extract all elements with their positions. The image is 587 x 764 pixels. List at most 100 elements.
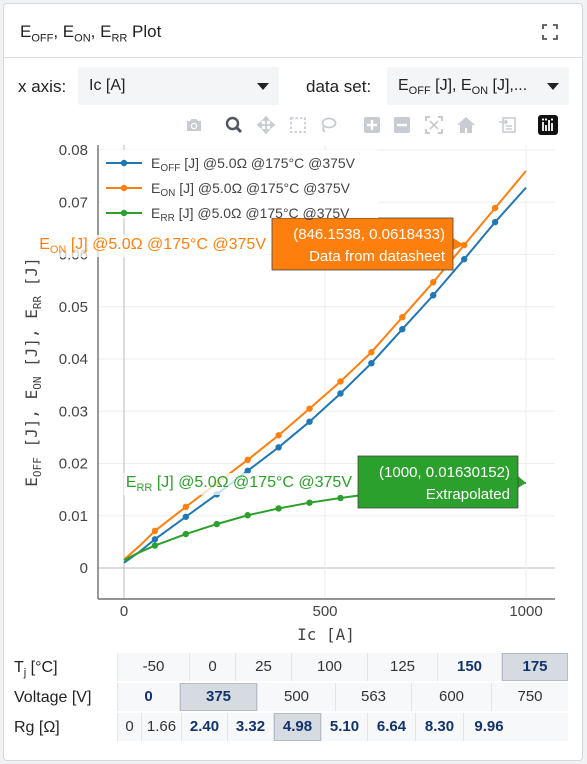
param-option[interactable]: 750 xyxy=(491,683,568,711)
data-point[interactable] xyxy=(151,536,159,543)
data-point[interactable] xyxy=(491,218,499,226)
data-point[interactable] xyxy=(430,278,437,286)
data-point[interactable] xyxy=(368,359,375,367)
param-option[interactable]: 125 xyxy=(367,653,437,681)
plot-modebar xyxy=(178,113,568,139)
x-tick-label: 1000 xyxy=(509,603,542,620)
toggle-spike-icon[interactable] xyxy=(496,113,520,137)
zoom-icon[interactable] xyxy=(222,113,246,137)
param-option[interactable]: 563 xyxy=(335,683,411,711)
data-point[interactable] xyxy=(337,378,344,385)
box-select-icon[interactable] xyxy=(286,113,310,137)
x-axis-label: Ic [A] xyxy=(297,625,355,644)
param-option[interactable]: 0 xyxy=(117,683,179,711)
data-point[interactable] xyxy=(182,530,190,538)
tooltip-label-bg xyxy=(123,473,355,495)
zoom-in-icon[interactable] xyxy=(360,113,384,137)
pan-icon[interactable] xyxy=(254,113,278,137)
param-option[interactable]: 0 xyxy=(117,713,141,741)
data-point[interactable] xyxy=(151,527,159,535)
legend-marker xyxy=(120,184,128,192)
y-tick-label: 0.07 xyxy=(59,194,88,211)
x-tick-label: 500 xyxy=(312,603,337,620)
data-point[interactable] xyxy=(306,418,313,425)
y-tick-label: 0.02 xyxy=(59,456,88,473)
xaxis-select[interactable]: Ic [A] xyxy=(78,67,279,105)
camera-icon[interactable] xyxy=(182,113,206,137)
legend-background xyxy=(102,150,378,218)
y-tick-label: 0.08 xyxy=(59,142,88,159)
dataset-label: data set: xyxy=(306,77,372,96)
y-tick-label: 0 xyxy=(80,560,88,577)
legend-item[interactable]: EOFF [J] @5.0Ω @175°C @375V xyxy=(106,155,356,174)
data-point[interactable] xyxy=(306,499,313,506)
param-option[interactable]: 500 xyxy=(257,683,335,711)
tooltip-note: Extrapolated xyxy=(426,486,510,503)
tooltip-pointer xyxy=(453,238,465,250)
legend-item[interactable]: ERR [J] @5.0Ω @175°C @375V xyxy=(106,205,350,224)
param-option[interactable]: 6.64 xyxy=(367,713,415,741)
data-point[interactable] xyxy=(244,512,251,519)
xaxis-label: x axis: xyxy=(18,77,67,96)
data-point[interactable] xyxy=(460,241,468,249)
tooltip-box xyxy=(271,217,454,271)
data-point[interactable] xyxy=(337,494,344,502)
chevron-down-icon xyxy=(547,83,559,90)
autoscale-icon[interactable] xyxy=(422,113,446,137)
dataset-select-value: EOFF [J], EON [J],... xyxy=(398,77,528,98)
hover-tooltip: (1000, 0.01630152) Extrapolated ERR [J] @5… xyxy=(123,455,526,509)
panel-title: EOFF, EON, ERR Plot xyxy=(20,22,162,45)
legend-item[interactable]: EON [J] @5.0Ω @175°C @375V xyxy=(106,180,351,199)
zoom-out-icon[interactable] xyxy=(390,113,414,137)
data-point[interactable] xyxy=(151,542,159,549)
data-point[interactable] xyxy=(182,503,190,511)
data-point[interactable] xyxy=(399,314,406,321)
data-point[interactable] xyxy=(244,456,251,464)
data-point[interactable] xyxy=(368,349,375,356)
data-point[interactable] xyxy=(182,513,190,520)
hover-layer: (846.1538, 0.0618433) Data from datasheet… xyxy=(37,217,526,509)
legend-label: ERR [J] @5.0Ω @175°C @375V xyxy=(151,205,350,224)
param-option[interactable]: 600 xyxy=(411,683,491,711)
param-row-background xyxy=(117,653,568,681)
chart-area[interactable]: 00.010.020.030.040.050.060.070.080500100… xyxy=(0,0,587,650)
param-row-label: Tj [°C] xyxy=(14,659,58,680)
param-option[interactable]: 100 xyxy=(291,653,367,681)
param-option[interactable]: 4.98 xyxy=(273,713,321,741)
data-point[interactable] xyxy=(275,444,282,451)
lasso-icon[interactable] xyxy=(316,113,340,137)
data-point[interactable] xyxy=(275,505,282,512)
y-tick-label: 0.05 xyxy=(59,299,88,316)
param-option[interactable]: 9.96 xyxy=(463,713,514,741)
param-option[interactable]: 8.30 xyxy=(415,713,463,741)
param-option[interactable]: 5.10 xyxy=(321,713,367,741)
legend[interactable]: EOFF [J] @5.0Ω @175°C @375V EON [J] @5.0Ω… xyxy=(102,150,378,224)
param-option[interactable]: 175 xyxy=(501,653,568,681)
param-option[interactable]: 1.66 xyxy=(141,713,181,741)
expand-icon[interactable] xyxy=(542,24,558,40)
hover-tooltip: (846.1538, 0.0618433) Data from datasheet… xyxy=(37,217,465,271)
param-option[interactable]: 0 xyxy=(189,653,235,681)
data-point[interactable] xyxy=(275,432,282,439)
axes-layer: 00.010.020.030.040.050.060.070.080500100… xyxy=(22,142,555,644)
plotly-logo-icon[interactable] xyxy=(536,113,560,137)
data-point[interactable] xyxy=(213,520,220,528)
data-point[interactable] xyxy=(430,292,437,299)
data-point[interactable] xyxy=(399,326,406,333)
data-point[interactable] xyxy=(491,204,499,212)
param-row-label: Voltage [V] xyxy=(14,689,92,706)
param-option[interactable]: 150 xyxy=(437,653,501,681)
param-row: Voltage [V] 0 375 500 563 600 750 xyxy=(12,683,568,711)
reset-axes-icon[interactable] xyxy=(454,113,478,137)
param-option[interactable]: 25 xyxy=(235,653,291,681)
data-point[interactable] xyxy=(244,467,251,475)
dataset-select[interactable]: EOFF [J], EON [J],... xyxy=(387,67,569,105)
param-option[interactable]: -50 xyxy=(117,653,189,681)
param-option[interactable]: 375 xyxy=(179,683,257,711)
data-point[interactable] xyxy=(306,405,313,412)
data-point[interactable] xyxy=(337,390,344,397)
param-row: Tj [°C] -50 0 25 100 125 150 175 xyxy=(12,653,568,681)
param-option[interactable]: 2.40 xyxy=(181,713,227,741)
param-option[interactable]: 3.32 xyxy=(227,713,273,741)
data-point[interactable] xyxy=(460,256,468,263)
